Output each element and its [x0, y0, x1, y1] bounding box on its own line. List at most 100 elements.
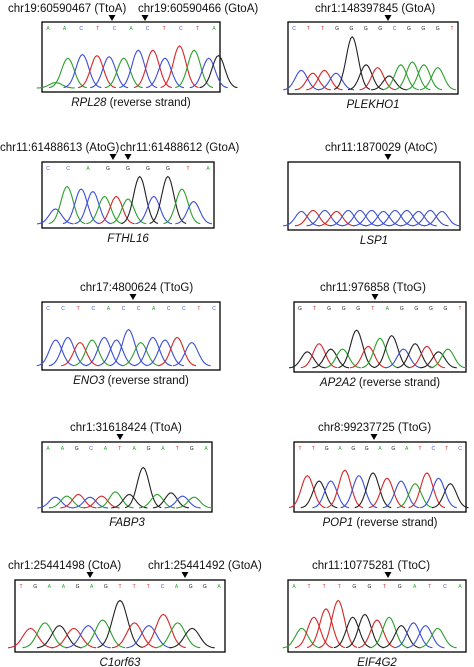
base-call: G — [325, 446, 329, 452]
base-call: T — [428, 584, 431, 590]
trace-peak-T — [306, 608, 346, 649]
base-call: A — [90, 584, 94, 590]
trace-peak-C — [388, 209, 426, 227]
arrow-head-icon — [116, 434, 124, 440]
gene-caption: ENO3 (reverse strand) — [73, 375, 189, 387]
gene-caption: PLEKHO1 — [346, 99, 399, 111]
trace-peak-C — [85, 336, 124, 367]
panel-c1orf63: chr1:25441498 (CtoA) chr1:25441492 (GtoA)… — [7, 560, 262, 667]
arrow-head-icon — [384, 15, 392, 21]
gene-caption: C1orf63 — [100, 657, 142, 667]
arrow-head-icon — [129, 294, 137, 300]
trace-peak-G — [289, 351, 326, 369]
strand-note: (reverse strand) — [104, 375, 189, 387]
base-call: G — [368, 584, 372, 590]
base-call: C — [113, 26, 117, 32]
base-call: T — [163, 26, 166, 32]
base-call: G — [352, 584, 356, 590]
panel-plekho1: chr1:148397845 (GtoA) C T T G G G G C G G G T PLEKHO1 — [283, 3, 459, 111]
arrow-head-icon — [384, 572, 392, 578]
trace-peak-A — [48, 185, 86, 225]
trace-peak-A — [138, 493, 176, 509]
trace-peak-C — [119, 49, 158, 89]
base-call: C — [122, 306, 126, 312]
variant-annotation: chr1:31618424 (TtoA) — [70, 422, 182, 434]
variant-annotation: chr11:61488613 (AtoG) — [0, 142, 120, 154]
variant-annotation: chr11:61488612 (GtoA) — [120, 142, 240, 154]
variant-annotation: chr19:60590467 (TtoA) — [8, 3, 126, 15]
panel-fthl16: chr11:61488613 (AtoG) chr11:61488612 (Gto… — [0, 142, 240, 245]
trace-peak-A — [109, 198, 147, 225]
base-call: G — [75, 446, 79, 452]
trace-peak-C — [365, 210, 402, 227]
base-call: G — [436, 26, 440, 32]
trace-peak-C — [329, 209, 367, 227]
variant-annotation: chr8:99237725 (TtoG) — [318, 422, 431, 434]
trace-peak-T — [158, 336, 197, 367]
base-call: C — [443, 584, 447, 590]
trace-peak-G — [169, 627, 215, 649]
base-call: A — [46, 446, 50, 452]
chromatogram-frame — [41, 441, 213, 513]
strand-note: (reverse strand) — [106, 97, 191, 109]
trace-peak-T — [319, 599, 358, 649]
base-call: C — [161, 584, 165, 590]
trace-peak-C — [145, 339, 185, 367]
chromatogram-frame — [41, 21, 221, 93]
gene-name: LSP1 — [360, 235, 388, 247]
chromatogram-frame — [14, 579, 226, 653]
base-call: A — [413, 584, 417, 590]
variant-annotation: chr11:1870029 (AtoC) — [325, 142, 437, 154]
arrow-head-icon — [86, 572, 94, 578]
trace-peak-A — [104, 57, 143, 89]
arrow-head-icon — [384, 154, 392, 160]
trace-peak-T — [77, 54, 117, 89]
trace-peak-C — [48, 336, 87, 367]
base-call: G — [378, 26, 382, 32]
base-call: A — [104, 446, 108, 452]
trace-peak-T — [61, 341, 99, 367]
base-call: C — [46, 166, 50, 172]
trace-peak-G — [345, 613, 384, 649]
trace-peak-A — [419, 66, 457, 91]
base-call: T — [77, 306, 80, 312]
base-call: G — [444, 306, 448, 312]
base-call: A — [292, 584, 296, 590]
base-call: A — [338, 446, 342, 452]
trace-peak-T — [83, 495, 120, 509]
base-call: G — [400, 306, 404, 312]
base-call: C — [393, 26, 397, 32]
gene-name: AP2A2 — [319, 377, 356, 389]
trace-peak-T — [306, 69, 343, 91]
trace-peak-C — [283, 69, 320, 91]
base-call: A — [206, 166, 210, 172]
base-call: G — [203, 584, 207, 590]
base-call: G — [104, 584, 108, 590]
base-call: A — [161, 446, 165, 452]
base-call: A — [86, 166, 90, 172]
base-call: G — [414, 306, 418, 312]
trace-peak-C — [385, 348, 422, 369]
trace-peak-C — [164, 495, 201, 509]
base-call: C — [137, 306, 141, 312]
arrow-head-icon — [371, 294, 379, 300]
trace-peak-C — [420, 477, 457, 509]
arrow-head-icon — [109, 154, 117, 160]
gene-name: FABP3 — [109, 517, 145, 529]
gene-caption: RPL28 (reverse strand) — [71, 97, 191, 109]
trace-peak-A — [121, 341, 160, 367]
base-call: T — [338, 584, 341, 590]
base-call: A — [175, 584, 179, 590]
trace-peak-G — [124, 466, 162, 509]
trace-peak-C — [37, 208, 74, 225]
base-call: G — [398, 584, 402, 590]
base-call: T — [450, 26, 453, 32]
trace-peak-C — [145, 57, 185, 89]
arrow-head-icon — [181, 572, 189, 578]
trace-peak-G — [111, 493, 148, 509]
base-call: G — [342, 306, 346, 312]
trace-peak-C — [423, 210, 461, 227]
base-call: G — [391, 446, 395, 452]
trace-peak-G — [371, 75, 408, 91]
base-call: T — [118, 446, 121, 452]
